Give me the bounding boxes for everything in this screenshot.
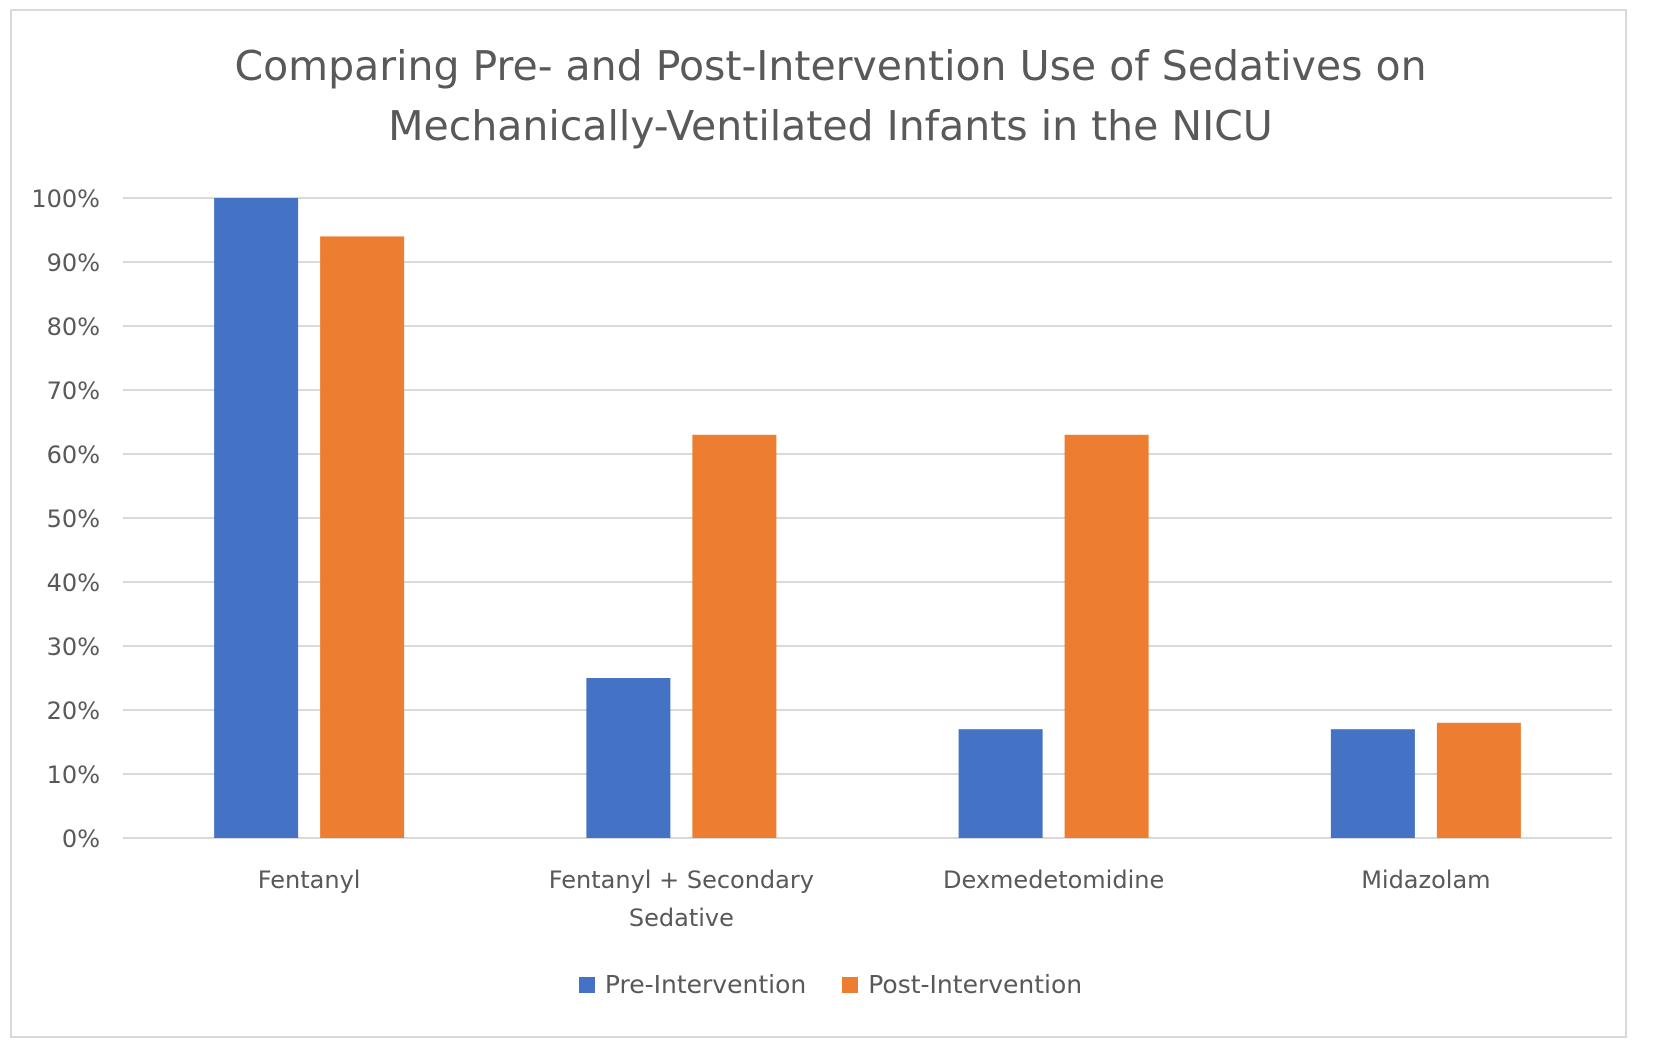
legend-label-pre-intervention: Pre-Intervention [604,970,807,999]
y-tick-label-100: 100% [31,185,100,213]
chart-title: Comparing Pre- and Post-Intervention Use… [0,36,1661,156]
bar-pre-intervention-dexmedetomidine [958,729,1043,838]
x-category-label-0-line-0: Fentanyl [258,866,361,894]
legend-item-post-intervention: Post-Intervention [842,970,1082,999]
y-tick-label-40: 40% [47,569,100,597]
bar-pre-intervention-midazolam [1330,729,1415,838]
bar-pre-intervention-fentanyl-secondary-sedative [586,678,671,838]
x-category-label-2-line-0: Dexmedetomidine [943,866,1164,894]
y-tick-label-20: 20% [47,697,100,725]
bar-post-intervention-midazolam [1436,722,1521,838]
y-tick-label-50: 50% [47,505,100,533]
bar-pre-intervention-fentanyl [214,198,299,838]
legend-item-pre-intervention: Pre-Intervention [578,970,807,999]
legend-swatch-post-intervention [842,976,859,993]
y-tick-label-0: 0% [62,825,100,853]
y-tick-label-90: 90% [47,249,100,277]
chart-title-line-2: Mechanically-Ventilated Infants in the N… [388,102,1273,150]
y-tick-label-80: 80% [47,313,100,341]
bar-post-intervention-fentanyl [320,236,405,838]
y-tick-label-10: 10% [47,761,100,789]
bar-post-intervention-dexmedetomidine [1064,434,1149,838]
x-category-label-3-line-0: Midazolam [1361,866,1490,894]
bar-post-intervention-fentanyl-secondary-sedative [692,434,777,838]
x-axis-category-labels: Fentanyl Fentanyl + Secondary Sedative Dexm… [258,866,1491,932]
x-category-label-1-line-1: Sedative [629,904,734,932]
legend: Pre-Intervention Post-Intervention [0,970,1661,999]
chart-title-line-1: Comparing Pre- and Post-Intervention Use… [234,42,1427,90]
x-category-label-1-line-0: Fentanyl + Secondary [549,866,814,894]
y-tick-label-60: 60% [47,441,100,469]
legend-swatch-pre-intervention [578,976,595,993]
y-axis-tick-labels: 0% 10% 20% 30% 40% 50% 60% 70% 80% 90% 100% [31,185,100,853]
y-tick-label-30: 30% [47,633,100,661]
legend-label-post-intervention: Post-Intervention [868,970,1083,999]
y-tick-label-70: 70% [47,377,100,405]
bars [214,198,1521,838]
